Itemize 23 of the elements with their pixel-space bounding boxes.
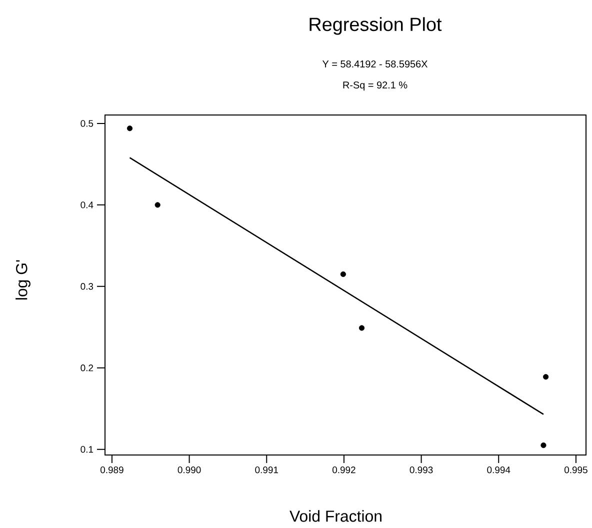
point bbox=[154, 202, 160, 208]
y-axis-title: log G' bbox=[16, 260, 30, 300]
x-tick-label: 0.991 bbox=[255, 466, 278, 474]
y-tick-label: 0.3 bbox=[80, 283, 94, 290]
x-tick-label: 0.992 bbox=[332, 466, 356, 474]
point bbox=[543, 374, 549, 380]
y-tick-label: 0.1 bbox=[80, 446, 94, 453]
point bbox=[358, 325, 365, 331]
x-axis-title: Void Fraction bbox=[290, 510, 382, 522]
point bbox=[340, 271, 346, 277]
x-tick-label: 0.989 bbox=[100, 466, 124, 474]
x-tick-label: 0.990 bbox=[178, 466, 201, 474]
x-tick-label: 0.994 bbox=[487, 466, 510, 474]
x-tick-label: 0.993 bbox=[410, 466, 433, 474]
y-tick-label: 0.2 bbox=[80, 364, 94, 372]
text: R-Sq = 92.1 % bbox=[343, 81, 408, 90]
y-tick-label: 0.5 bbox=[80, 120, 94, 127]
x-tick-label: 0.995 bbox=[564, 466, 588, 474]
point bbox=[540, 442, 546, 448]
chart-subtitle: Y = 58.4192 - 58.5956X bbox=[322, 60, 428, 68]
point bbox=[126, 126, 133, 132]
chart-title: Regression Plot bbox=[310, 17, 442, 35]
y-tick-label: 0.4 bbox=[80, 202, 94, 208]
